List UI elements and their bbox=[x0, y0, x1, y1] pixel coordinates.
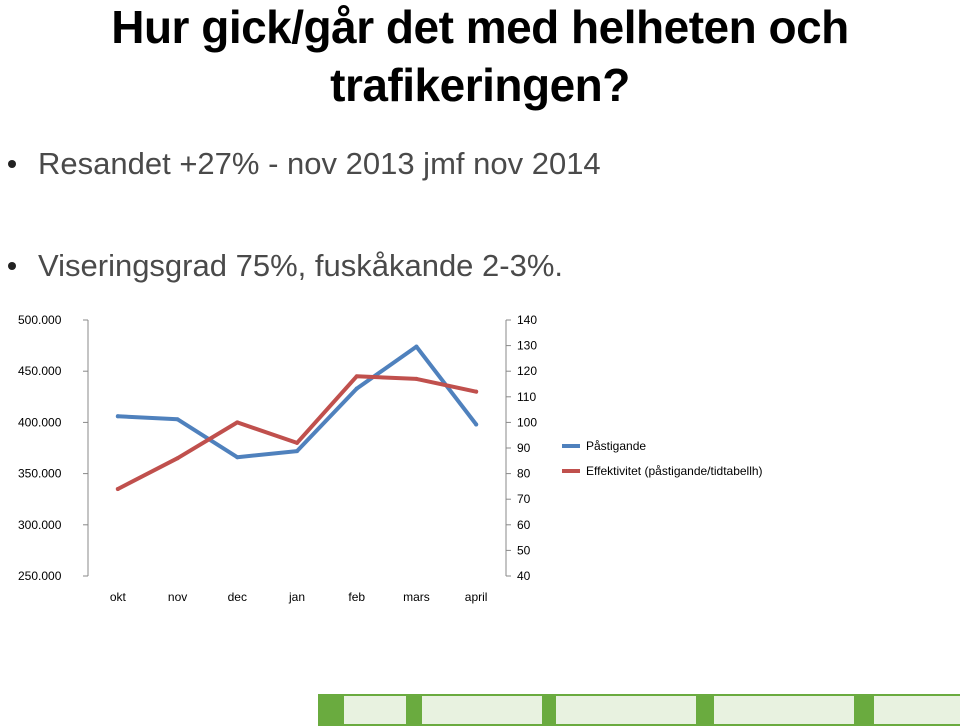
bullet-text: Resandet +27% - nov 2013 jmf nov 2014 bbox=[38, 146, 601, 181]
left-tick-label: 350.000 bbox=[18, 467, 62, 481]
right-tick-label: 50 bbox=[517, 543, 531, 557]
x-tick-label: jan bbox=[288, 590, 305, 604]
left-tick-label: 450.000 bbox=[18, 364, 62, 378]
x-tick-label: april bbox=[465, 590, 488, 604]
slide-title: Hur gick/går det med helheten och trafik… bbox=[111, 1, 849, 111]
series-1-point bbox=[354, 386, 359, 391]
series-2-point bbox=[295, 440, 299, 445]
right-tick-label: 60 bbox=[517, 518, 531, 532]
right-tick-label: 130 bbox=[517, 339, 537, 353]
x-tick-label: feb bbox=[348, 590, 365, 604]
left-tick-label: 400.000 bbox=[18, 415, 62, 429]
series-1-point bbox=[414, 344, 419, 349]
x-tick-label: mars bbox=[403, 590, 430, 604]
legend-label-2: Effektivitet (påstigande/tidtabellh) bbox=[586, 464, 763, 478]
series-1-point bbox=[474, 422, 479, 427]
left-tick-label: 500.000 bbox=[18, 313, 62, 327]
series-1-point bbox=[295, 449, 299, 454]
x-tick-label: dec bbox=[228, 590, 247, 604]
left-tick-label: 250.000 bbox=[18, 569, 62, 583]
bullet-dot-icon bbox=[8, 262, 16, 270]
line-chart: 250.000 300.000 350.000 400.000 450.000 500.0… bbox=[18, 313, 763, 604]
x-tick-label: okt bbox=[110, 590, 127, 604]
x-tick-label: nov bbox=[168, 590, 187, 604]
series-line-2 bbox=[115, 374, 479, 491]
series-1-point bbox=[235, 455, 240, 460]
right-tick-label: 80 bbox=[517, 467, 531, 481]
series-2-point bbox=[474, 389, 479, 394]
train-graphic bbox=[318, 694, 960, 726]
left-tick-label: 300.000 bbox=[18, 518, 62, 532]
right-tick-label: 120 bbox=[517, 364, 537, 378]
right-tick-label: 110 bbox=[517, 390, 536, 404]
series-1-point bbox=[175, 417, 180, 422]
series-2-point bbox=[414, 376, 419, 381]
bullet-dot-icon bbox=[8, 160, 16, 168]
right-tick-label: 100 bbox=[517, 415, 537, 429]
series-2-point bbox=[354, 374, 359, 379]
series-1-point bbox=[115, 414, 120, 419]
legend-label-1: Påstigande bbox=[586, 439, 646, 453]
series-2-point bbox=[175, 456, 180, 461]
right-tick-label: 90 bbox=[517, 441, 531, 455]
right-tick-label: 70 bbox=[517, 492, 531, 506]
series-2-point bbox=[235, 420, 240, 425]
series-2-point bbox=[115, 486, 120, 491]
right-tick-label: 140 bbox=[517, 313, 537, 327]
bullet-text: Viseringsgrad 75%, fuskåkande 2-3%. bbox=[38, 248, 564, 283]
right-tick-label: 40 bbox=[517, 569, 531, 583]
